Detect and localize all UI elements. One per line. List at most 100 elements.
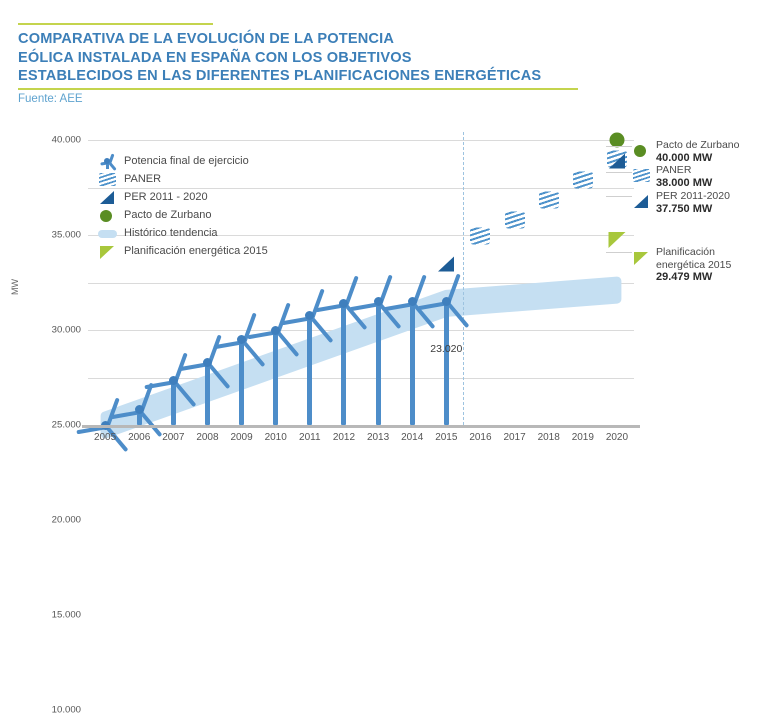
x-axis-tick-label: 2012 xyxy=(332,432,356,443)
legend-icon xyxy=(90,170,124,188)
legend-label: Pacto de Zurbano xyxy=(124,209,212,221)
annotation-leader-line xyxy=(606,172,632,173)
zurbano-dot-marker xyxy=(609,132,625,148)
annotation-name-2: energética 2015 xyxy=(656,258,732,271)
gridline: 40.000 xyxy=(52,135,634,146)
annotation: PANER 38.000 MW xyxy=(624,164,712,190)
x-axis-tick-label: 2014 xyxy=(401,432,424,443)
x-axis-tick-label: 2013 xyxy=(366,432,390,443)
turbine-hub xyxy=(339,298,349,308)
y-axis-tick-label: 40.000 xyxy=(51,134,81,146)
annotation-name: Planificación xyxy=(656,246,715,258)
x-axis-tick-label: 2010 xyxy=(264,432,287,443)
paner-marker xyxy=(470,227,491,245)
turbine-hub xyxy=(237,335,247,344)
forecast-divider-line xyxy=(463,132,465,425)
x-axis-tick-label: 2007 xyxy=(162,432,185,443)
chart-legend: Potencia final de ejercicio PANER PER 2011… xyxy=(90,152,268,260)
annotation: PER 2011-2020 37.750 MW xyxy=(624,190,730,216)
annotation: Pacto de Zurbano 40.000 MW xyxy=(624,139,739,165)
turbine-mast xyxy=(409,301,415,425)
page-title: COMPARATIVA DE LA EVOLUCIÓN DE LA POTENC… xyxy=(18,30,618,86)
annotation-name: Pacto de Zurbano xyxy=(656,139,740,151)
annotation-value: 29.479 MW xyxy=(656,271,713,283)
legend-item: Histórico tendencia xyxy=(90,224,268,242)
x-axis-tick-label: 2011 xyxy=(299,432,321,443)
annotation-leader-line xyxy=(606,196,632,197)
turbine-hub xyxy=(202,357,212,367)
y-axis-tick-label: 25.000 xyxy=(51,419,81,431)
turbine-mast xyxy=(273,330,279,425)
data-value-label: 23.020 xyxy=(430,343,463,356)
x-axis-tick-label: 2017 xyxy=(503,432,526,443)
y-axis-title: MW xyxy=(10,279,20,295)
title-line-2: EÓLICA INSTALADA EN ESPAÑA CON LOS OBJET… xyxy=(18,49,412,66)
green-dot-icon xyxy=(634,145,646,157)
gridline: 30.000 xyxy=(52,235,634,336)
turbine-hub xyxy=(441,296,451,306)
turbine-mast xyxy=(341,303,347,425)
plot-area: 10.000 15.000 20.000 25.000 30.000 35.000 40.0… xyxy=(52,132,640,716)
light-blue-band-icon xyxy=(98,230,117,238)
annotation-name: PANER xyxy=(656,164,692,176)
planificacion-triangle-marker xyxy=(608,231,626,248)
y-axis-tick-label: 15.000 xyxy=(51,609,81,621)
x-axis-tick-label: 2009 xyxy=(230,432,253,443)
x-axis-tick-label: 2008 xyxy=(196,432,219,443)
x-axis-tick-label: 2018 xyxy=(537,432,560,443)
annotation-icon xyxy=(624,248,658,266)
turbine-mast xyxy=(136,409,142,425)
gridline: 25.000 xyxy=(52,282,634,431)
turbine-hub xyxy=(305,311,315,321)
annotation-leader-line xyxy=(606,146,632,147)
annotation-value: 40.000 MW xyxy=(656,151,713,164)
annotation-icon xyxy=(624,192,658,210)
legend-icon xyxy=(90,188,124,206)
legend-item: Planificación energética 2015 xyxy=(90,242,268,260)
x-axis-tick-label: 2019 xyxy=(571,432,594,443)
legend-label: Histórico tendencia xyxy=(124,227,218,239)
per-triangle-marker xyxy=(438,256,455,271)
annotation-icon xyxy=(624,141,658,159)
legend-icon xyxy=(90,206,124,224)
legend-icon xyxy=(90,242,124,260)
x-axis-line xyxy=(82,425,640,428)
legend-item: Potencia final de ejercicio xyxy=(90,152,268,171)
title-line-3: ESTABLECIDOS EN LAS DIFERENTES PLANIFICA… xyxy=(18,68,542,85)
annotation-value: 37.750 MW xyxy=(656,202,713,215)
legend-item: Pacto de Zurbano xyxy=(90,206,268,224)
paner-marker xyxy=(538,191,559,209)
turbine-hub xyxy=(134,405,144,415)
legend-label: Potencia final de ejercicio xyxy=(124,155,249,167)
legend-label: Planificación energética 2015 xyxy=(124,245,268,257)
x-axis-tick-label: 2005 xyxy=(93,432,117,443)
annotation-icon xyxy=(624,166,658,184)
legend-item: PANER xyxy=(90,170,268,188)
legend-icon xyxy=(90,152,124,171)
paner-marker xyxy=(504,211,525,229)
legend-label: PER 2011 - 2020 xyxy=(124,191,208,203)
turbine-mast xyxy=(170,380,176,425)
legend-label: PANER xyxy=(124,173,162,185)
paner-marker xyxy=(572,171,593,189)
turbine-mast xyxy=(443,301,449,425)
y-axis-tick-label: 35.000 xyxy=(51,229,81,241)
title-line-1: COMPARATIVA DE LA EVOLUCIÓN DE LA POTENC… xyxy=(18,31,395,47)
annotation-leader-line xyxy=(606,252,632,253)
x-axis-tick-label: 2020 xyxy=(605,432,629,443)
green-triangle-icon xyxy=(100,246,114,259)
annotation-name: PER 2011-2020 xyxy=(656,190,730,202)
turbine-hub xyxy=(373,297,383,306)
y-axis-tick-label: 10.000 xyxy=(51,704,81,716)
turbine-mast xyxy=(375,301,381,425)
x-axis-tick-label: 2006 xyxy=(128,432,151,443)
turbine-hub xyxy=(407,297,417,306)
legend-item: PER 2011 - 2020 xyxy=(90,188,268,206)
turbine-hub xyxy=(168,375,178,385)
title-rule-top xyxy=(18,23,213,25)
striped-square-icon xyxy=(633,169,650,182)
green-dot-icon xyxy=(100,210,112,222)
y-axis-tick-label: 20.000 xyxy=(51,514,81,526)
source-label: Fuente: AEE xyxy=(18,93,83,105)
x-axis-tick-label: 2016 xyxy=(469,432,492,443)
